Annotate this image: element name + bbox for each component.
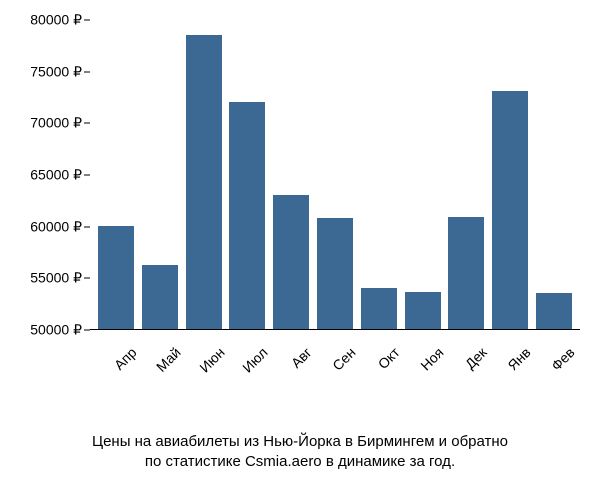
y-axis: 50000 ₽55000 ₽60000 ₽65000 ₽70000 ₽75000… bbox=[10, 20, 90, 330]
caption-line-1: Цены на авиабилеты из Нью-Йорка в Бирмин… bbox=[0, 432, 600, 452]
bar bbox=[361, 288, 397, 329]
bar bbox=[142, 265, 178, 329]
price-chart: 50000 ₽ 55000 ₽ 60000 ₽ 65000 ₽ 70000 ₽ 75000… bbox=[10, 20, 590, 400]
y-tick-label: 70000 ₽ bbox=[30, 115, 82, 132]
x-axis: АпрМайИюнИюлАвгСенОктНояДекЯнвФев bbox=[90, 330, 580, 400]
bar bbox=[492, 91, 528, 329]
y-tick-label: 50000 ₽ bbox=[30, 322, 82, 339]
y-tick-label: 80000 ₽ bbox=[30, 12, 82, 29]
bar bbox=[229, 102, 265, 329]
bar bbox=[317, 218, 353, 329]
chart-caption: Цены на авиабилеты из Нью-Йорка в Бирмин… bbox=[0, 432, 600, 473]
y-tick-label: 75000 ₽ bbox=[30, 63, 82, 80]
bar bbox=[186, 35, 222, 330]
bar bbox=[405, 292, 441, 329]
bar bbox=[448, 217, 484, 329]
plot-area bbox=[90, 20, 580, 330]
y-tick-label: 55000 ₽ bbox=[30, 270, 82, 287]
y-tick-label: 60000 ₽ bbox=[30, 218, 82, 235]
bars-container bbox=[90, 20, 580, 329]
bar bbox=[536, 293, 572, 329]
y-tick-label: 65000 ₽ bbox=[30, 167, 82, 184]
bar bbox=[98, 226, 134, 329]
caption-line-2: по статистике Csmia.aero в динамике за г… bbox=[0, 452, 600, 472]
bar bbox=[273, 195, 309, 329]
